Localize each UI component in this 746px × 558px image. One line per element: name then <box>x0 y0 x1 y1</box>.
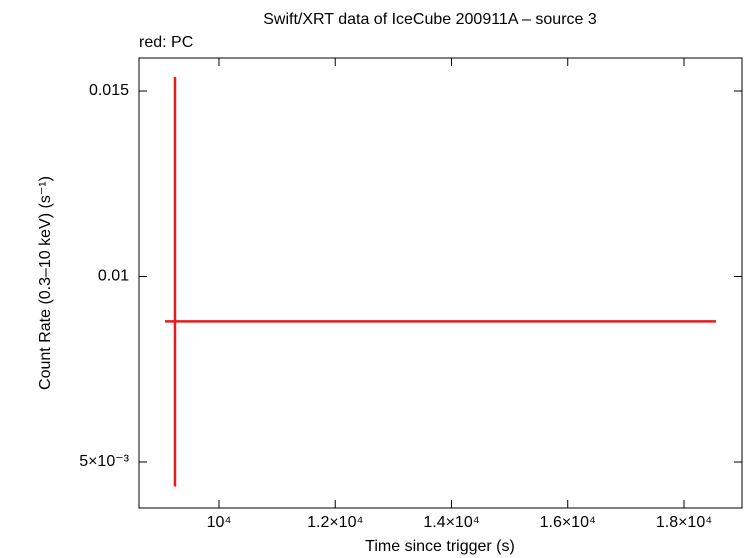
y-tick-label: 5×10⁻³ <box>79 453 129 470</box>
y-axis-label: Count Rate (0.3–10 keV) (s⁻¹) <box>37 176 54 390</box>
x-tick-label: 1.2×10⁴ <box>307 514 363 531</box>
x-axis-label: Time since trigger (s) <box>365 538 515 555</box>
plot-frame <box>138 57 743 509</box>
x-tick-label: 1.6×10⁴ <box>540 514 596 531</box>
x-tick-label: 10⁴ <box>207 514 232 531</box>
y-tick-label: 0.015 <box>89 82 129 99</box>
x-tick-label: 1.4×10⁴ <box>423 514 479 531</box>
x-tick-label: 1.8×10⁴ <box>656 514 712 531</box>
chart-subtitle: red: PC <box>139 34 193 51</box>
y-tick-label: 0.01 <box>98 268 129 285</box>
chart-title: Swift/XRT data of IceCube 200911A – sour… <box>263 11 597 28</box>
